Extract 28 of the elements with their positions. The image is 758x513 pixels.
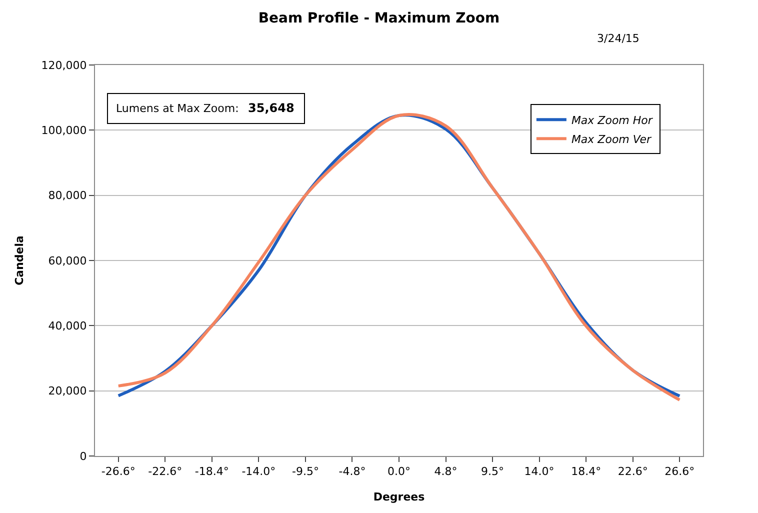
x-tick-label: 0.0°	[388, 465, 410, 478]
x-tick-label: 14.0°	[524, 465, 554, 478]
x-tick-label: 26.6°	[664, 465, 695, 478]
x-tick-label: -22.6°	[148, 465, 182, 478]
legend-label: Max Zoom Ver	[571, 132, 653, 146]
y-tick-label: 60,000	[48, 254, 87, 268]
x-tick-label: 18.4°	[571, 465, 602, 478]
y-tick-label: 40,000	[48, 320, 87, 333]
y-tick-label: 100,000	[41, 124, 87, 138]
y-tick-label: 120,000	[41, 58, 87, 72]
x-tick-label: -4.8°	[338, 465, 366, 478]
x-tick-label: -18.4°	[194, 465, 229, 478]
text: 3/24/15	[597, 32, 640, 45]
y-tick-label: 0	[80, 450, 87, 463]
chart-title: Beam Profile - Maximum Zoom	[258, 10, 500, 27]
x-tick-label: 9.5°	[481, 465, 504, 478]
x-tick-label: -26.6°	[101, 465, 136, 478]
x-tick-label: -14.0°	[242, 465, 276, 478]
annotation: 35,648	[248, 101, 294, 115]
x-axis-title: Degrees	[373, 490, 426, 504]
x-tick-label: 22.6°	[618, 465, 648, 478]
y-tick-label: 80,000	[48, 189, 87, 202]
x-tick-label: -9.5°	[292, 465, 319, 478]
legend-label: Max Zoom Hor	[571, 114, 654, 127]
y-tick-label: 20,000	[48, 384, 87, 398]
y-axis-title: Candela	[12, 236, 26, 286]
x-tick-label: 4.8°	[434, 465, 458, 478]
annotation: Lumens at Max Zoom:	[116, 102, 239, 115]
